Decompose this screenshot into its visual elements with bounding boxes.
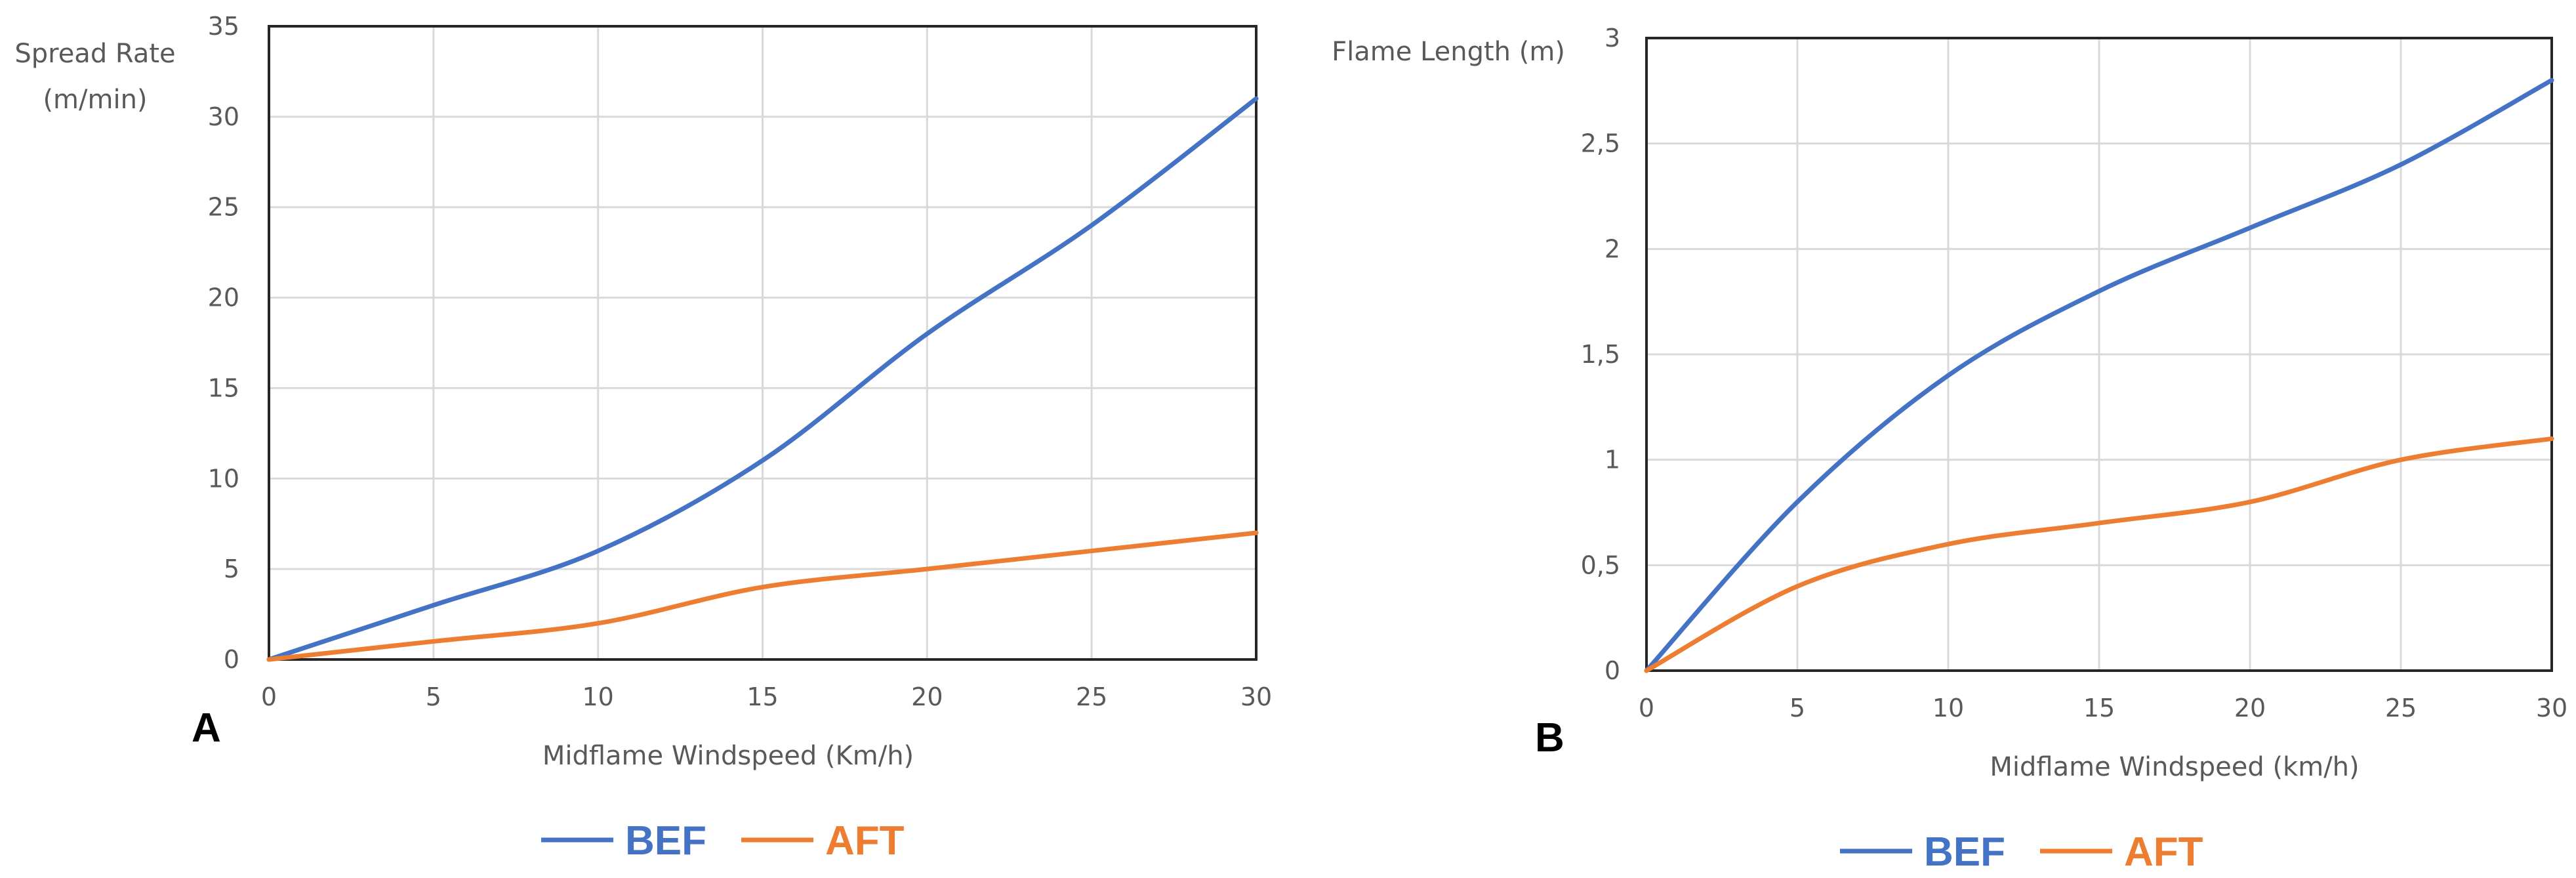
y-axis-label: (m/min) (43, 85, 147, 115)
x-tick-label: 20 (911, 682, 943, 711)
legend: BEF AFT (541, 818, 905, 864)
x-tick-label: 0 (261, 682, 277, 711)
legend-label-aft: AFT (2124, 829, 2203, 875)
x-tick-label: 15 (2083, 694, 2115, 722)
panel-label: B (1535, 715, 1564, 761)
panel-label: A (192, 705, 221, 751)
x-tick-label: 30 (2536, 694, 2567, 722)
plot-frame (1645, 37, 2553, 672)
x-axis-label: Midflame Windspeed (Km/h) (542, 741, 914, 771)
y-axis-label: Flame Length (m) (1332, 37, 1565, 67)
legend-label-bef: BEF (625, 818, 706, 864)
series-line-bef (1644, 77, 2554, 673)
y-tick-label: 0 (224, 645, 239, 674)
x-tick-label: 25 (1076, 682, 1107, 711)
x-tick-label: 0 (1639, 694, 1654, 722)
chart-panel-a: 0 5 10 15 20 25 30 35 0 5 10 15 20 25 30 Spread Rate (m/… (14, 12, 1272, 864)
x-tick-label: 25 (2385, 694, 2417, 722)
y-tick-label: 0,5 (1581, 551, 1620, 579)
y-tick-label: 3 (1605, 24, 1620, 52)
x-tick-label: 20 (2234, 694, 2266, 722)
x-tick-label: 5 (1789, 694, 1805, 722)
series-line-aft (1644, 436, 2554, 673)
x-axis-label: Midflame Windspeed (km/h) (1990, 752, 2359, 782)
y-tick-label: 2 (1605, 234, 1620, 263)
y-tick-label: 15 (208, 373, 239, 402)
y-tick-label: 2,5 (1581, 129, 1620, 158)
y-tick-label: 1,5 (1581, 340, 1620, 369)
y-tick-label: 30 (208, 102, 239, 131)
legend-label-aft: AFT (825, 818, 905, 864)
series-line-aft (266, 530, 1259, 662)
x-tick-label: 5 (426, 682, 441, 711)
legend-label-bef: BEF (1924, 829, 2005, 875)
x-tick-label: 15 (746, 682, 778, 711)
series-line-bef (266, 96, 1259, 662)
legend: BEF AFT (1840, 829, 2203, 875)
y-tick-label: 10 (208, 464, 239, 493)
y-tick-label: 5 (224, 554, 239, 583)
x-tick-label: 10 (582, 682, 613, 711)
y-axis-label: Spread Rate (14, 39, 175, 69)
plot-frame (268, 25, 1257, 661)
y-tick-label: 20 (208, 283, 239, 312)
y-tick-label: 1 (1605, 446, 1620, 474)
x-tick-label: 10 (1932, 694, 1964, 722)
y-tick-label: 0 (1605, 656, 1620, 685)
y-tick-label: 35 (208, 12, 239, 41)
x-tick-label: 30 (1240, 682, 1272, 711)
y-tick-label: 25 (208, 193, 239, 222)
